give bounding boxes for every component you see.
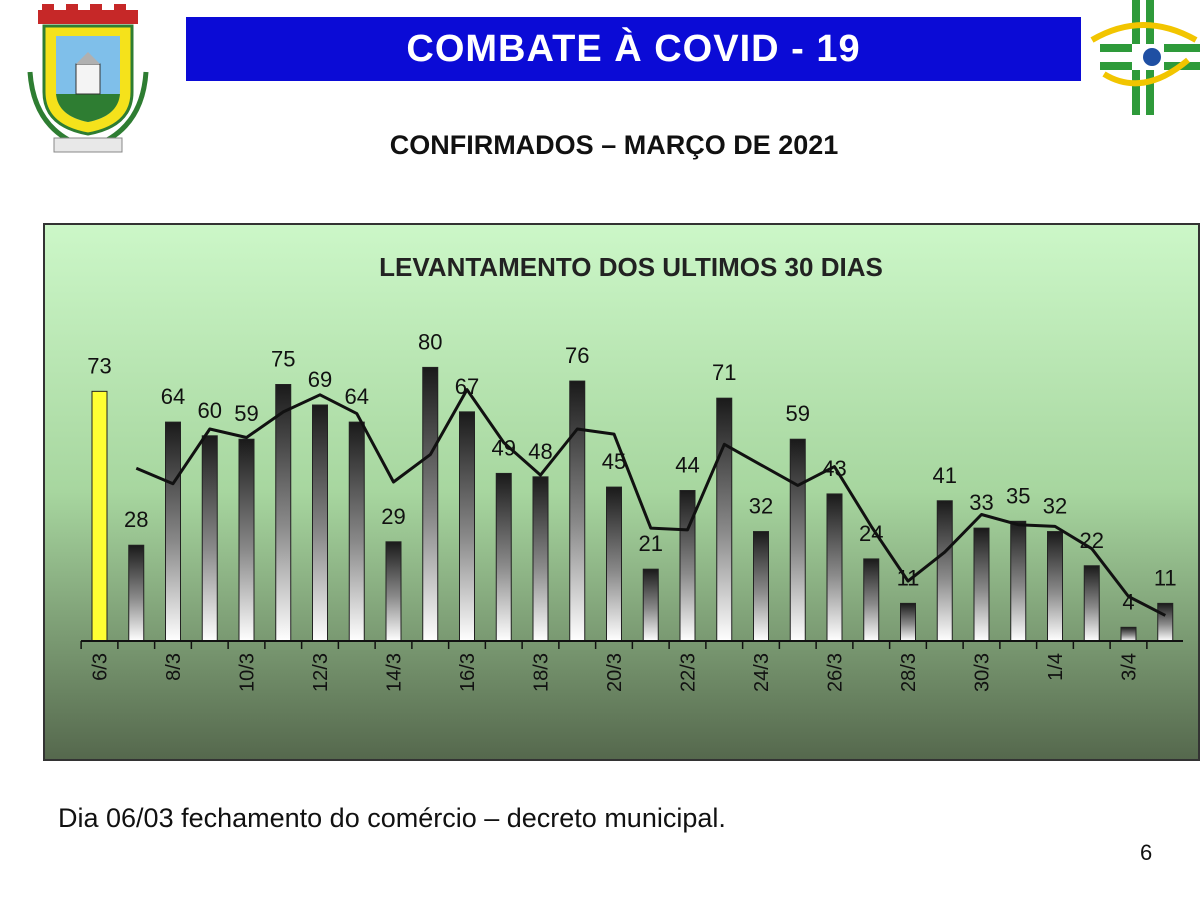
x-tick-label-8/3: 8/3 — [163, 653, 185, 681]
bar-10/3 — [238, 438, 255, 642]
bar-30/3 — [973, 527, 990, 642]
value-label-29/3: 41 — [933, 463, 957, 488]
x-tick-label-20/3: 20/3 — [604, 653, 626, 692]
x-tick-label-12/3: 12/3 — [310, 653, 332, 692]
value-label-16/3: 67 — [455, 374, 479, 399]
value-label-9/3: 60 — [198, 398, 222, 423]
bar-3/4 — [1120, 626, 1137, 642]
value-label-30/3: 33 — [969, 490, 993, 515]
value-label-10/3: 59 — [234, 401, 258, 426]
chart-subtitle: CONFIRMADOS – MARÇO DE 2021 — [389, 130, 839, 160]
bar-2/4 — [1083, 565, 1100, 642]
municipal-coat-of-arms — [27, 4, 149, 153]
x-tick-label-22/3: 22/3 — [678, 653, 700, 692]
bar-18/3 — [532, 476, 549, 642]
value-label-25/3: 59 — [786, 401, 810, 426]
x-tick-label-24/3: 24/3 — [751, 653, 773, 692]
value-label-31/3: 35 — [1006, 483, 1030, 508]
bar-17/3 — [495, 472, 512, 642]
bar-22/3 — [679, 490, 696, 642]
x-tick-label-10/3: 10/3 — [237, 653, 259, 692]
value-label-3/4: 4 — [1122, 589, 1134, 614]
bar-12/3 — [312, 404, 328, 642]
value-label-21/3: 21 — [639, 531, 663, 556]
confirmed-cases-chart: LEVANTAMENTO DOS ULTIMOS 30 DIAS 73 28 64 6… — [43, 223, 1200, 761]
value-label-13/3: 64 — [345, 384, 369, 409]
x-tick-label-18/3: 18/3 — [531, 653, 553, 692]
x-tick-label-28/3: 28/3 — [898, 653, 920, 692]
bar-13/3 — [348, 421, 365, 642]
bar-11/3 — [275, 384, 292, 642]
value-label-18/3: 48 — [528, 439, 552, 464]
health-logo — [1090, 0, 1200, 115]
value-label-22/3: 44 — [675, 453, 699, 478]
value-label-11/3: 75 — [271, 347, 295, 372]
banner-title: COMBATE À COVID - 19 — [406, 27, 861, 70]
title-banner: COMBATE À COVID - 19 — [186, 17, 1081, 81]
bar-7/3 — [128, 544, 145, 642]
value-label-8/3: 64 — [161, 384, 185, 409]
x-tick-label-16/3: 16/3 — [457, 653, 479, 692]
bar-24/3 — [753, 531, 769, 642]
value-label-6/3: 73 — [87, 353, 111, 378]
bar-15/3 — [422, 366, 439, 642]
value-label-15/3: 80 — [418, 329, 442, 354]
chart-title: LEVANTAMENTO DOS ULTIMOS 30 DIAS — [379, 252, 883, 282]
value-label-12/3: 69 — [308, 367, 332, 392]
bar-19/3 — [569, 380, 586, 642]
bar-28/3 — [900, 602, 916, 642]
value-label-19/3: 76 — [565, 343, 589, 368]
x-tick-label-3/4: 3/4 — [1119, 653, 1141, 681]
bar-16/3 — [459, 411, 475, 642]
bar-14/3 — [385, 541, 402, 642]
page-number: 6 — [1140, 840, 1153, 865]
value-label-14/3: 29 — [381, 504, 405, 529]
bar-27/3 — [863, 558, 880, 642]
bar-23/3 — [716, 397, 733, 642]
bar-6/3 — [91, 390, 108, 642]
bar-1/4 — [1047, 531, 1063, 642]
bar-25/3 — [789, 438, 806, 642]
trend-line — [135, 388, 1166, 617]
x-tick-label-6/3: 6/3 — [90, 653, 112, 681]
value-label-1/4: 32 — [1043, 494, 1067, 519]
value-label-17/3: 49 — [492, 435, 516, 460]
bar-20/3 — [606, 486, 622, 642]
bar-8/3 — [165, 421, 181, 642]
value-label-4/4: 11 — [1154, 565, 1177, 590]
x-tick-label-30/3: 30/3 — [972, 653, 994, 692]
bar-4/4 — [1157, 602, 1174, 642]
value-label-23/3: 71 — [712, 360, 736, 385]
bar-9/3 — [201, 435, 218, 642]
value-label-7/3: 28 — [124, 507, 148, 532]
x-tick-label-1/4: 1/4 — [1045, 653, 1067, 681]
bar-26/3 — [826, 493, 843, 642]
bar-31/3 — [1010, 520, 1027, 642]
x-tick-label-14/3: 14/3 — [384, 653, 406, 692]
value-label-24/3: 32 — [749, 494, 773, 519]
x-tick-label-26/3: 26/3 — [825, 653, 847, 692]
footnote: Dia 06/03 fechamento do comércio – decre… — [58, 803, 726, 833]
bar-29/3 — [936, 500, 953, 642]
bar-21/3 — [642, 568, 659, 642]
